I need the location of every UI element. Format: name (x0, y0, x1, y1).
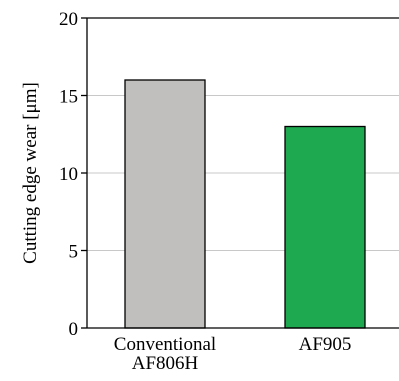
y-axis-label: Cutting edge wear [μm] (20, 82, 41, 264)
y-tick-label: 20 (59, 9, 78, 30)
y-axis-ticks: 0 5 10 15 20 (59, 9, 87, 340)
y-tick-label: 0 (69, 319, 79, 340)
y-tick-label: 10 (59, 164, 78, 185)
x-tick-label: AF905 (299, 334, 352, 355)
bars (124, 79, 366, 329)
y-tick-label: 15 (59, 87, 78, 108)
x-tick-label: AF806H (132, 353, 199, 374)
bar (284, 125, 366, 329)
bar (124, 79, 206, 329)
x-tick-label: Conventional (114, 334, 216, 355)
y-tick-label: 5 (69, 242, 79, 263)
